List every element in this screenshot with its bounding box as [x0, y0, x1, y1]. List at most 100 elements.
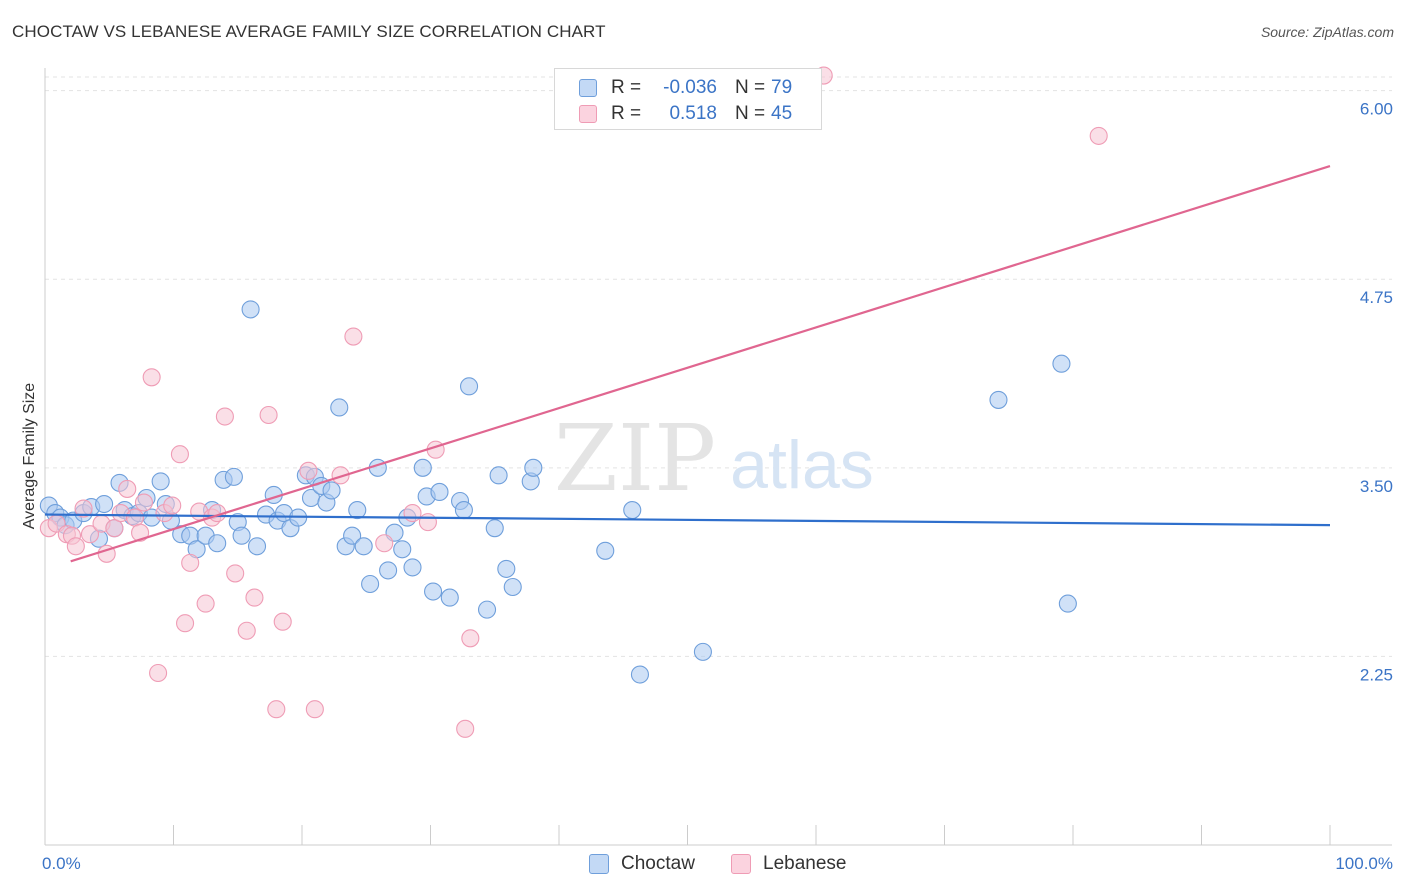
- lebanese-point-42[interactable]: [461, 629, 480, 648]
- axes: [44, 68, 1392, 846]
- lebanese-point-37[interactable]: [375, 534, 394, 553]
- legend-row-choctaw: R = -0.036 N = 79: [555, 75, 823, 101]
- choctaw-point-69[interactable]: [524, 458, 543, 477]
- lebanese-point-14[interactable]: [134, 493, 153, 512]
- choctaw-point-30[interactable]: [247, 537, 267, 556]
- choctaw-point-8[interactable]: [95, 494, 114, 514]
- choctaw-point-70[interactable]: [596, 541, 615, 560]
- lebanese-point-26[interactable]: [215, 407, 234, 426]
- watermark: ZIP atlas: [554, 405, 874, 512]
- choctaw-point-48[interactable]: [361, 574, 380, 594]
- choctaw-point-65[interactable]: [489, 466, 508, 485]
- choctaw-point-76[interactable]: [1058, 594, 1077, 613]
- y-tick-label-2: 4.75: [1360, 288, 1393, 307]
- choctaw-point-45[interactable]: [343, 526, 362, 545]
- lebanese-point-12[interactable]: [125, 508, 144, 527]
- y-tick-label-3: 6.00: [1360, 100, 1393, 119]
- lebanese-point-9[interactable]: [105, 519, 124, 538]
- choctaw-point-63[interactable]: [477, 600, 497, 619]
- lebanese-point-20[interactable]: [176, 614, 195, 633]
- choctaw-point-43[interactable]: [330, 398, 349, 417]
- choctaw-point-64[interactable]: [485, 519, 504, 538]
- series-name-choctaw: Choctaw: [621, 853, 695, 874]
- y-tick-label-1: 3.50: [1360, 477, 1393, 496]
- choctaw-point-29[interactable]: [241, 300, 260, 319]
- lebanese-point-19[interactable]: [170, 445, 189, 464]
- lebanese-point-21[interactable]: [181, 553, 200, 572]
- lebanese-point-6[interactable]: [80, 525, 100, 544]
- choctaw-point-73[interactable]: [693, 642, 712, 661]
- lebanese-point-5[interactable]: [74, 499, 93, 518]
- y-tick-label-0: 2.25: [1360, 665, 1393, 684]
- lebanese-point-23[interactable]: [196, 594, 215, 613]
- choctaw-point-46[interactable]: [348, 501, 367, 520]
- choctaw-point-50[interactable]: [379, 561, 398, 580]
- choctaw-point-55[interactable]: [413, 458, 432, 477]
- choctaw-point-62[interactable]: [459, 377, 479, 396]
- lebanese-point-30[interactable]: [259, 405, 278, 425]
- legend-n-label: N =: [735, 77, 766, 98]
- tick-labels: 2.25 3.50 4.75 6.00 0.0% 100.0%: [42, 100, 1393, 873]
- legend-swatch-lebanese: [579, 105, 597, 123]
- lebanese-point-15[interactable]: [142, 368, 161, 387]
- lebanese-point-28[interactable]: [237, 621, 256, 640]
- choctaw-point-52[interactable]: [393, 540, 412, 559]
- choctaw-point-72[interactable]: [630, 665, 650, 684]
- choctaw-point-58[interactable]: [430, 482, 449, 502]
- choctaw-trend-line: [44, 513, 1331, 527]
- correlation-legend: R = -0.036 N = 79 R = 0.518 N = 45: [554, 68, 822, 130]
- choctaw-point-16[interactable]: [151, 472, 170, 491]
- lebanese-point-18[interactable]: [163, 496, 182, 515]
- data-points: [39, 66, 1108, 738]
- choctaw-point-61[interactable]: [454, 501, 473, 520]
- series-swatch-lebanese: [731, 854, 751, 874]
- lebanese-point-32[interactable]: [273, 612, 292, 631]
- choctaw-point-67[interactable]: [503, 577, 522, 597]
- grid-lines: [45, 76, 1392, 657]
- legend-row-lebanese: R = 0.518 N = 45: [555, 101, 823, 127]
- y-axis-title: Average Family Size: [21, 383, 38, 530]
- choctaw-point-28[interactable]: [232, 526, 251, 545]
- lebanese-point-39[interactable]: [418, 513, 437, 532]
- choctaw-point-47[interactable]: [354, 537, 373, 556]
- lebanese-point-41[interactable]: [456, 719, 475, 738]
- lebanese-point-4[interactable]: [66, 537, 85, 556]
- lebanese-point-31[interactable]: [267, 700, 286, 719]
- series-legend: Choctaw Lebanese: [0, 852, 1406, 876]
- choctaw-point-59[interactable]: [440, 588, 459, 607]
- choctaw-point-75[interactable]: [1052, 354, 1071, 373]
- legend-r-label: R =: [611, 103, 642, 124]
- choctaw-point-42[interactable]: [322, 481, 341, 500]
- lebanese-point-27[interactable]: [226, 564, 245, 583]
- lebanese-point-36[interactable]: [344, 327, 363, 346]
- lebanese-point-13[interactable]: [131, 523, 150, 542]
- legend-n-label: N =: [735, 103, 766, 124]
- watermark-zip: ZIP: [554, 405, 716, 512]
- legend-swatch-choctaw: [579, 79, 597, 97]
- choctaw-point-26[interactable]: [224, 467, 243, 486]
- choctaw-point-54[interactable]: [403, 558, 422, 577]
- choctaw-point-24[interactable]: [208, 534, 227, 553]
- choctaw-point-74[interactable]: [989, 390, 1008, 409]
- lebanese-point-29[interactable]: [245, 588, 264, 607]
- legend-r-value: 0.518: [669, 103, 717, 124]
- legend-r-value: -0.036: [663, 77, 717, 98]
- chart-title: CHOCTAW VS LEBANESE AVERAGE FAMILY SIZE …: [12, 22, 606, 41]
- choctaw-point-66[interactable]: [497, 559, 516, 578]
- lebanese-point-44[interactable]: [1089, 126, 1108, 145]
- choctaw-point-71[interactable]: [623, 501, 642, 520]
- legend-r-label: R =: [611, 77, 642, 98]
- lebanese-point-38[interactable]: [403, 504, 422, 523]
- lebanese-trend-line: [70, 165, 1331, 563]
- lebanese-point-16[interactable]: [149, 663, 168, 683]
- lebanese-point-35[interactable]: [331, 466, 350, 485]
- choctaw-point-57[interactable]: [424, 582, 443, 601]
- lebanese-point-34[interactable]: [305, 700, 324, 719]
- lebanese-point-11[interactable]: [118, 479, 137, 498]
- lebanese-point-33[interactable]: [299, 461, 318, 480]
- x-tick-label-0: 0.0%: [42, 854, 81, 873]
- trend-lines: [44, 165, 1331, 563]
- legend-n-value: 79: [771, 77, 793, 98]
- series-name-lebanese: Lebanese: [763, 853, 847, 874]
